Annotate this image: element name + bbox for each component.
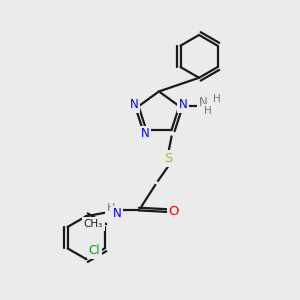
Text: N: N <box>199 96 207 109</box>
Text: Cl: Cl <box>88 244 100 257</box>
Text: H: H <box>204 106 212 116</box>
Text: H: H <box>212 94 220 104</box>
Text: N: N <box>179 98 188 111</box>
Text: H: H <box>106 203 115 213</box>
Text: N: N <box>130 98 139 111</box>
Text: O: O <box>168 206 179 218</box>
Text: N: N <box>113 208 122 220</box>
Text: S: S <box>164 152 173 165</box>
Text: CH₃: CH₃ <box>84 219 103 229</box>
Text: N: N <box>140 127 149 140</box>
